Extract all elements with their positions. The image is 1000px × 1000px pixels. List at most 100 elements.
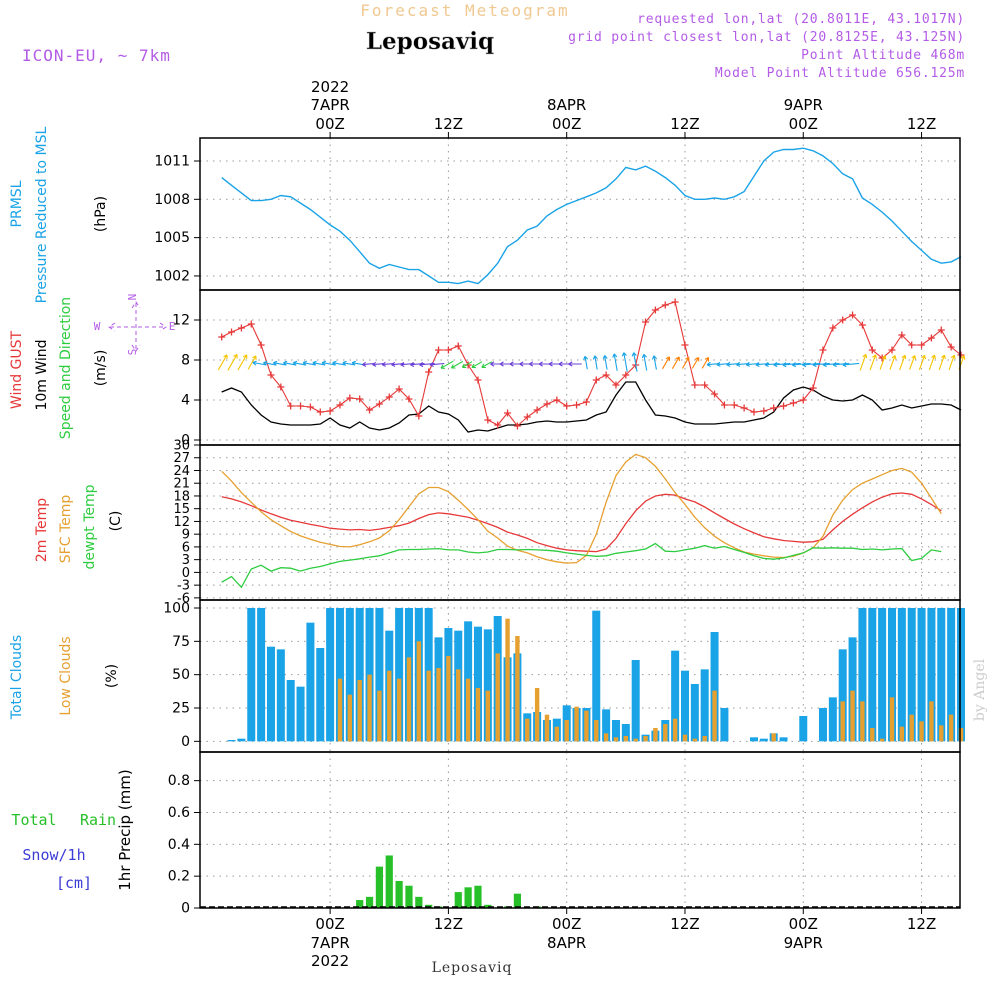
panel-wind: 0 4 8 12 N S W E xyxy=(94,289,966,449)
wind-arrow xyxy=(869,354,877,371)
low-cloud-bar xyxy=(505,618,510,742)
gust-point xyxy=(385,393,393,401)
total-cloud-bar xyxy=(355,608,364,742)
wind-arrow xyxy=(701,357,710,369)
gust-point xyxy=(336,401,344,409)
gust-point xyxy=(651,306,659,314)
low-cloud-bar xyxy=(899,726,905,742)
gust-point xyxy=(573,401,581,409)
x-label-top-date: 9APR xyxy=(784,96,823,114)
gust-point xyxy=(720,401,728,409)
panel-frame xyxy=(199,751,961,909)
y-tick-label: 4 xyxy=(181,393,190,409)
x-label-top-year: 2022 xyxy=(311,78,349,96)
rain-bar xyxy=(395,880,403,908)
requested-coords: requested lon,lat (20.8011E, 43.1017N) xyxy=(637,12,965,27)
low-cloud-bar xyxy=(337,678,343,742)
gust-point xyxy=(277,383,285,391)
total-clouds-label: Total Clouds xyxy=(9,635,25,720)
temp-dewpt-label: dewpt Temp xyxy=(82,484,98,569)
wind-arrow xyxy=(227,354,238,371)
wind-arrow xyxy=(568,361,582,367)
low-cloud-bar xyxy=(939,725,944,742)
low-cloud-bar xyxy=(879,738,885,742)
low-cloud-bar xyxy=(663,724,668,742)
wind-arrow xyxy=(812,362,830,368)
panel-frame xyxy=(199,137,961,291)
pressure-line xyxy=(221,147,962,285)
rain-bar xyxy=(356,900,364,908)
compass-s: S xyxy=(126,349,139,356)
low-cloud-bar xyxy=(771,733,776,742)
gust-point xyxy=(297,402,305,410)
panel-frame xyxy=(199,444,961,601)
wind-arrow xyxy=(252,360,267,366)
panel-clouds: 0 25 50 75 100 xyxy=(163,599,965,753)
low-cloud-bar xyxy=(456,669,461,742)
compass-e: E xyxy=(169,320,176,333)
point-altitude: Point Altitude 468m xyxy=(801,48,965,63)
y-tick-label: 0.2 xyxy=(168,869,190,885)
gust-point xyxy=(237,324,245,332)
total-cloud-bar xyxy=(690,684,699,742)
compass-n: N xyxy=(126,294,139,301)
x-label-bottom-date: 7APR xyxy=(310,934,349,952)
low-cloud-bar xyxy=(357,680,362,742)
low-cloud-bar xyxy=(387,670,392,742)
x-label-bottom-hour: 00Z xyxy=(315,915,344,933)
y-tick-label: 1011 xyxy=(154,153,190,169)
gust-point xyxy=(257,341,265,349)
x-label-bottom-date: 8APR xyxy=(547,934,586,952)
temp-line-dewpt-temp xyxy=(221,542,942,589)
y-tick-label: 1005 xyxy=(154,230,190,246)
gust-point xyxy=(730,401,738,409)
gust-point xyxy=(839,316,847,324)
total-cloud-bar xyxy=(907,608,916,742)
low-cloud-bar xyxy=(860,701,865,742)
total-cloud-bar xyxy=(749,737,758,742)
low-cloud-bar xyxy=(475,688,481,742)
y-tick-label: 24 xyxy=(173,464,190,479)
gust-point xyxy=(740,404,748,412)
low-cloud-bar xyxy=(406,657,412,742)
wind-arrow xyxy=(342,360,355,366)
model-label: ICON-EU, ~ 7km xyxy=(22,46,171,65)
gust-point xyxy=(346,394,354,402)
low-cloud-bar xyxy=(692,738,698,742)
gust-point xyxy=(563,402,571,410)
wind-arrow xyxy=(662,356,671,370)
low-cloud-bar xyxy=(495,653,500,742)
y-tick-label: 8 xyxy=(181,353,190,369)
total-cloud-bar xyxy=(483,629,492,742)
model-altitude: Model Point Altitude 656.125m xyxy=(715,66,965,81)
gust-point xyxy=(789,399,797,407)
wind-arrow xyxy=(773,362,791,368)
wind-arrow xyxy=(938,354,946,371)
x-label-bottom-hour: 00Z xyxy=(789,915,818,933)
y-tick-label: 0.8 xyxy=(168,773,190,789)
rain-bar xyxy=(415,896,423,908)
rain-bar xyxy=(365,896,374,908)
gust-point xyxy=(504,409,512,417)
low-cloud-bar xyxy=(426,670,431,742)
gust-point xyxy=(602,371,610,379)
y-tick-label: 3 xyxy=(182,553,190,568)
gust-point xyxy=(957,351,965,359)
low-cloud-bar xyxy=(623,736,629,742)
y-tick-label: 0 xyxy=(181,734,190,750)
low-cloud-bar xyxy=(633,738,638,742)
gust-point xyxy=(780,402,788,410)
gust-point xyxy=(592,376,600,384)
wind-arrow xyxy=(909,355,917,370)
x-label-bottom-date: 9APR xyxy=(784,934,823,952)
total-cloud-bar xyxy=(592,610,601,742)
y-tick-label: 50 xyxy=(172,667,190,683)
wind-arrow xyxy=(791,362,811,368)
gust-point xyxy=(770,404,778,412)
gust-point xyxy=(760,407,768,415)
wind-arrow xyxy=(263,360,277,366)
gust-point xyxy=(366,406,374,414)
wind-arrow xyxy=(928,354,936,371)
temp-line-2m-temp xyxy=(221,492,942,553)
